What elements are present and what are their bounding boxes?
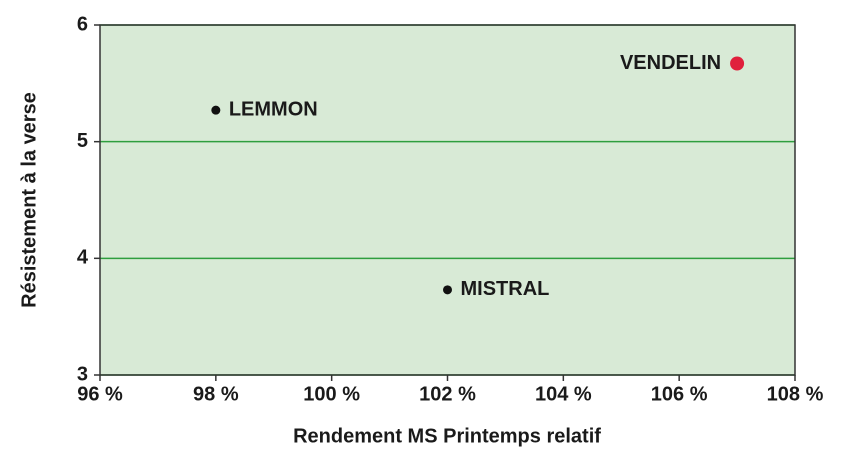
x-tick-label: 96 %	[77, 383, 123, 405]
y-tick-label: 3	[77, 363, 88, 385]
y-axis-title: Résistement à la verse	[18, 92, 40, 308]
y-tick-label: 6	[77, 13, 88, 35]
point	[730, 56, 745, 71]
point-label: LEMMON	[229, 98, 318, 120]
plot-border	[99, 24, 796, 376]
point-label: VENDELIN	[620, 52, 721, 74]
x-tick-label: 104 %	[535, 383, 592, 405]
x-tick-label: 106 %	[651, 383, 708, 405]
x-axis-title: Rendement MS Printemps relatif	[293, 425, 601, 447]
x-tick-label: 100 %	[303, 383, 360, 405]
point	[443, 285, 452, 295]
x-tick-label: 108 %	[767, 383, 824, 405]
y-tick-label: 5	[77, 130, 88, 152]
y-tick-label: 4	[77, 247, 89, 269]
x-tick-label: 98 %	[193, 383, 239, 405]
plot-area	[100, 25, 795, 375]
point-label: MISTRAL	[461, 278, 550, 300]
x-tick-label: 102 %	[419, 383, 476, 405]
point	[211, 105, 221, 115]
